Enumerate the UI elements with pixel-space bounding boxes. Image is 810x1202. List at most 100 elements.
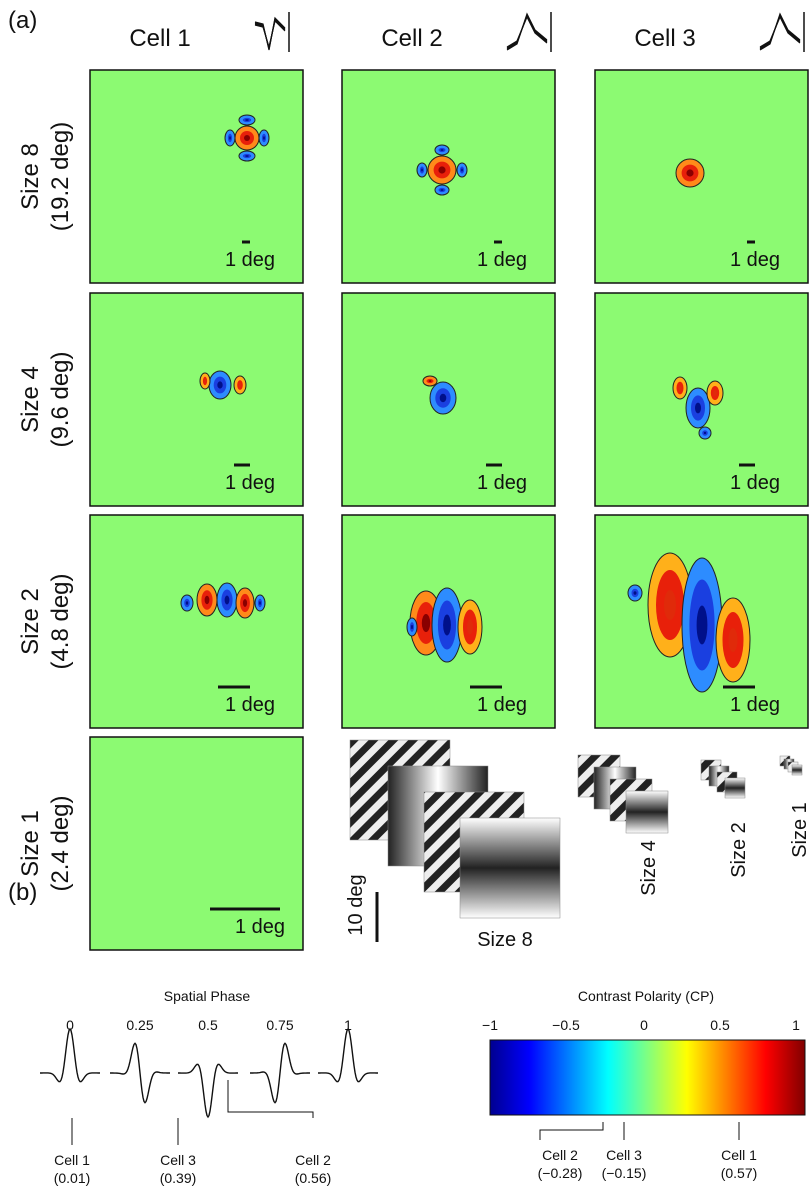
cell-name: Cell 1 xyxy=(54,1152,90,1168)
blob-center xyxy=(263,136,265,140)
blob-center xyxy=(713,390,717,396)
blob-center xyxy=(664,590,676,620)
blob-center xyxy=(695,402,701,414)
cell-name: Cell 2 xyxy=(542,1147,578,1163)
blob-center xyxy=(440,149,444,151)
blob-center xyxy=(217,381,223,389)
pointer xyxy=(227,1080,314,1118)
panel-label: (b) xyxy=(8,879,37,906)
phase-tick: 1 xyxy=(344,1017,352,1033)
row-sublabel: (4.8 deg) xyxy=(47,573,74,669)
blob-center xyxy=(467,619,473,635)
stimulus-size: Size 4 xyxy=(638,840,660,896)
scale-label: 1 deg xyxy=(730,694,780,716)
receptive-field-map xyxy=(89,69,304,284)
stimulus-size: Size 8 xyxy=(477,929,533,951)
blob-center xyxy=(438,166,446,174)
blob-center xyxy=(224,595,230,605)
polarity-tick: −0.5 xyxy=(552,1017,580,1033)
waveform-icon xyxy=(506,15,548,48)
blob-center xyxy=(678,385,682,391)
scale-label: 1 deg xyxy=(477,694,527,716)
stimulus xyxy=(791,764,803,776)
blob-center xyxy=(703,431,707,435)
scale-label: 1 deg xyxy=(730,472,780,494)
phase-waveform xyxy=(39,1027,101,1083)
polarity-tick: −1 xyxy=(482,1017,498,1033)
scale-label: 1 deg xyxy=(730,249,780,271)
cell-name: Cell 1 xyxy=(721,1147,757,1163)
receptive-field-map xyxy=(89,514,304,729)
polarity-tick: 0 xyxy=(640,1017,648,1033)
scale-label: 1 deg xyxy=(477,249,527,271)
stimulus xyxy=(625,790,669,834)
cell-name: Cell 2 xyxy=(295,1152,331,1168)
row-label: Size 4 xyxy=(17,366,44,433)
receptive-field-map xyxy=(89,292,304,507)
waveform-icon xyxy=(759,15,801,48)
phase-tick: 0.75 xyxy=(266,1017,293,1033)
blob-center xyxy=(229,136,231,140)
phase-tick: 0.25 xyxy=(126,1017,153,1033)
column-title: Cell 3 xyxy=(634,25,695,52)
receptive-field-map xyxy=(89,736,304,951)
polarity-tick: 1 xyxy=(792,1017,800,1033)
cell-value: (0.01) xyxy=(54,1170,91,1186)
blob-center xyxy=(696,605,708,645)
blob-center xyxy=(728,628,738,652)
phase-waveform xyxy=(317,1027,379,1083)
blob-center xyxy=(686,169,694,177)
blob-center xyxy=(259,601,261,605)
blob-center xyxy=(421,168,423,172)
stimulus-size: Size 1 xyxy=(789,802,810,858)
blob-center xyxy=(245,119,249,121)
blob-center xyxy=(443,614,451,636)
row-sublabel: (19.2 deg) xyxy=(47,122,74,231)
stimulus-scale-label: 10 deg xyxy=(345,874,367,935)
cell-value: (0.57) xyxy=(721,1165,758,1181)
blob-center xyxy=(439,393,447,403)
phase-waveform xyxy=(249,1042,311,1104)
scale-label: 1 deg xyxy=(235,916,285,938)
waveform-icon xyxy=(254,19,286,50)
cell-value: (−0.15) xyxy=(602,1165,647,1181)
cell-value: (0.39) xyxy=(160,1170,197,1186)
cell-name: Cell 3 xyxy=(160,1152,196,1168)
column-title: Cell 2 xyxy=(381,25,442,52)
blob-center xyxy=(238,382,242,388)
cell-value: (0.56) xyxy=(295,1170,332,1186)
blob-center xyxy=(633,591,637,595)
blob-center xyxy=(244,135,250,141)
scale-label: 1 deg xyxy=(477,472,527,494)
blob-center xyxy=(245,155,249,157)
colorbar xyxy=(489,1039,806,1116)
blob-center xyxy=(440,189,444,191)
row-label: Size 2 xyxy=(17,588,44,655)
scale-label: 1 deg xyxy=(225,472,275,494)
phase-waveform xyxy=(109,1042,171,1104)
section-title: Contrast Polarity (CP) xyxy=(578,988,714,1004)
blob-center xyxy=(204,379,206,383)
blob-center xyxy=(204,595,210,605)
phase-tick: 0.5 xyxy=(198,1017,218,1033)
stimulus-size: Size 2 xyxy=(728,822,750,878)
blob-center xyxy=(185,601,189,605)
row-label: Size 1 xyxy=(17,810,44,877)
row-sublabel: (2.4 deg) xyxy=(47,795,74,891)
blob-center xyxy=(242,599,248,607)
blob-center xyxy=(421,614,431,632)
cell-value: (−0.28) xyxy=(538,1165,583,1181)
row-label: Size 8 xyxy=(17,143,44,210)
section-title: Spatial Phase xyxy=(164,988,251,1004)
scale-label: 1 deg xyxy=(225,694,275,716)
column-title: Cell 1 xyxy=(129,25,190,52)
waveform-icon xyxy=(254,16,286,51)
blob-center xyxy=(411,624,413,630)
stimulus xyxy=(459,817,561,919)
blob-center xyxy=(428,380,432,382)
pointer xyxy=(539,1122,604,1140)
blob-center xyxy=(461,168,463,172)
phase-waveform xyxy=(177,1063,239,1119)
